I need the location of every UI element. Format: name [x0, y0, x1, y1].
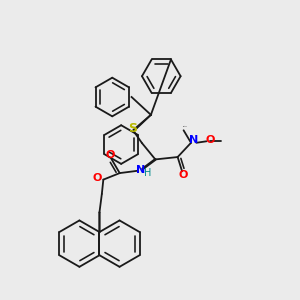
- Text: S: S: [129, 122, 138, 135]
- Text: O: O: [92, 173, 101, 183]
- Text: N: N: [189, 135, 199, 146]
- Text: H: H: [144, 168, 152, 178]
- Text: O: O: [179, 170, 188, 180]
- Text: O: O: [206, 135, 215, 145]
- Text: methyl: methyl: [183, 125, 188, 127]
- Text: O: O: [105, 150, 115, 160]
- Text: N: N: [136, 165, 145, 175]
